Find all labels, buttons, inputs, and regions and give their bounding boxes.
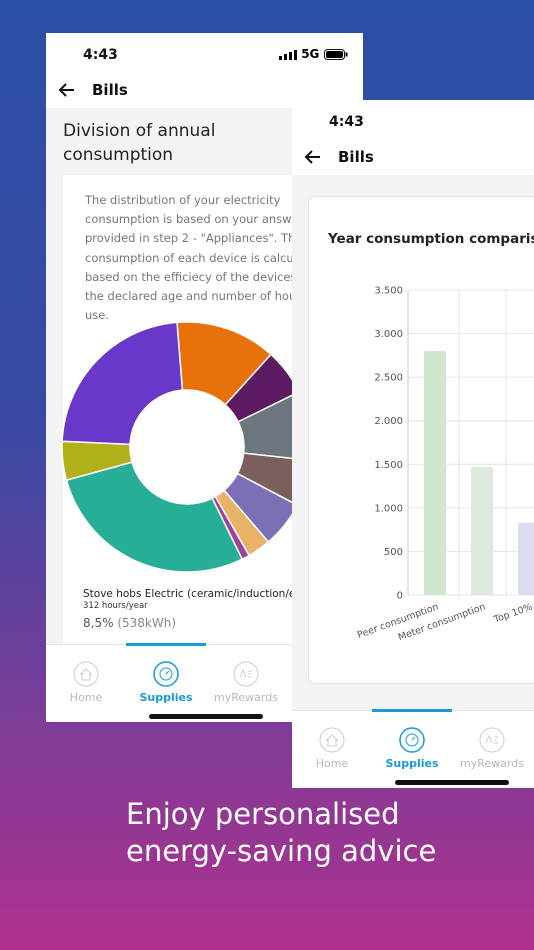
selected-percent: 8,5%: [83, 616, 114, 630]
home-indicator: [395, 780, 509, 785]
selected-values: 8,5% (538kWh): [83, 616, 176, 630]
tab-rewards[interactable]: myRewards: [206, 661, 286, 704]
y-tick-label: 500: [384, 547, 403, 558]
supplies-icon: [153, 661, 179, 687]
back-arrow[interactable]: [58, 82, 76, 98]
network: 5G: [279, 47, 348, 61]
donut-slice: [65, 461, 244, 573]
rewards-icon: [233, 661, 259, 687]
bar: [424, 351, 446, 595]
tab-supplies[interactable]: Supplies: [126, 661, 206, 704]
y-tick-label: 2.000: [374, 416, 403, 427]
back-arrow[interactable]: [304, 149, 322, 165]
donut-slice: [61, 321, 184, 446]
tab-home[interactable]: Home: [292, 727, 372, 770]
bar: [471, 466, 493, 595]
tab-rewards[interactable]: myRewards: [452, 727, 532, 770]
section-title-line: consumption: [63, 145, 174, 165]
tagline-line: energy-saving advice: [126, 834, 437, 868]
tab-label: myRewards: [460, 757, 524, 770]
signal-icon: [279, 49, 297, 60]
tab-supplies[interactable]: Supplies: [372, 727, 452, 770]
supplies-icon: [399, 727, 425, 753]
tab-label: Home: [69, 691, 103, 704]
tab-label: Supplies: [139, 691, 193, 704]
selected-energy: (538kWh): [117, 616, 177, 630]
bar-chart: Year consumption comparis 0 500 1.000 1.500…: [327, 231, 534, 643]
section-title-line: Division of annual: [63, 121, 216, 141]
status-time: 4:43: [329, 114, 364, 130]
status-time: 4:43: [83, 47, 118, 63]
tab-home[interactable]: Home: [46, 661, 126, 704]
selected-name: Stove hobs Electric (ceramic/induction/e…: [83, 588, 309, 600]
active-indicator: [126, 643, 206, 646]
tab-label: myRewards: [214, 691, 278, 704]
chart-title: Year consumption comparis: [327, 231, 534, 247]
tab-label: Supplies: [385, 757, 439, 770]
section-title: Division of annual consumption: [63, 119, 215, 167]
rewards-icon: [479, 727, 505, 753]
y-tick-label: 3.500: [374, 286, 403, 297]
header-title: Bills: [92, 81, 128, 99]
y-tick-label: 1.000: [374, 503, 403, 514]
network-label: 5G: [301, 47, 320, 61]
card: [308, 196, 534, 684]
tab-bar: Home Supplies myRewards: [292, 709, 534, 788]
tagline-line: Enjoy personalised: [126, 797, 400, 831]
tab-label: Home: [315, 757, 349, 770]
home-indicator: [149, 714, 263, 719]
y-tick-label: 3.000: [374, 329, 403, 340]
header-title: Bills: [338, 148, 374, 166]
front-phone: 4:43 Bills Year consumption comparis 0 50…: [292, 100, 534, 788]
selected-hours: 312 hours/year: [83, 601, 148, 611]
home-icon: [319, 727, 345, 753]
battery-icon: [323, 49, 348, 60]
active-indicator: [372, 709, 452, 712]
y-tick-label: 2.500: [374, 373, 403, 384]
home-icon: [73, 661, 99, 687]
tagline: Enjoy personalised energy-saving advice: [126, 796, 436, 870]
x-tick-label: Top 10%: [492, 601, 534, 625]
bar: [518, 522, 534, 595]
description: The distribution of your electricity con…: [85, 193, 323, 323]
y-tick-label: 1.500: [374, 460, 403, 471]
y-tick-label: 0: [397, 591, 403, 602]
